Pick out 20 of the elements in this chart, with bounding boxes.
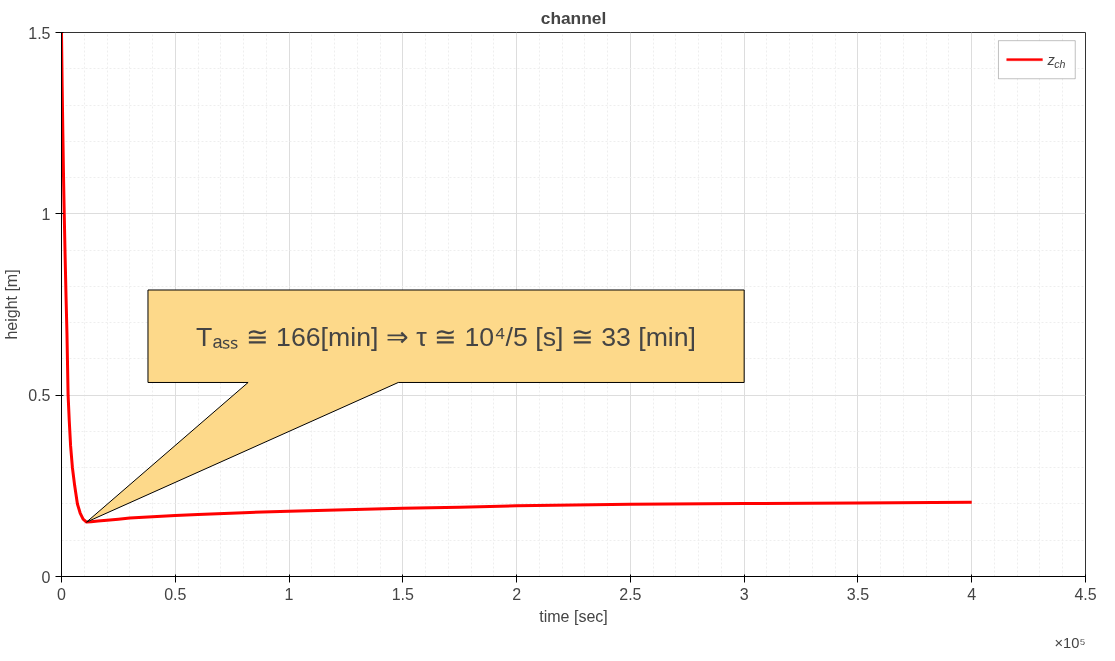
annotation: Tₐₛₛ ≅ 166[min] ⇒ τ ≅ 10⁴/5 [s] ≅ 33 [min]: [196, 322, 697, 353]
chart-title: channel: [540, 7, 607, 28]
y-tick-label: 1.5: [28, 24, 51, 42]
x-tick-label: 3: [739, 585, 749, 603]
x-tick-label: 2: [512, 585, 522, 603]
x-tick-label: 1: [284, 585, 294, 603]
x-axis-title: time [sec]: [539, 607, 608, 625]
x-tick-label: 1.5: [391, 585, 415, 603]
line-series: [61, 32, 974, 524]
y-tick-label: 1: [41, 205, 51, 223]
x-tick-label: 0.5: [164, 585, 187, 603]
y-tick-label: 0.5: [28, 387, 51, 405]
x-tick-label: 3.5: [846, 585, 870, 603]
x-tick-label: 4: [967, 585, 977, 603]
text: ×10⁵: [1054, 634, 1086, 651]
x-tick-label: 0: [57, 585, 67, 603]
y-tick-label: 0: [41, 568, 51, 586]
x-tick-label: 2.5: [619, 585, 642, 603]
x-tick-label: 4.5: [1074, 585, 1097, 603]
y-axis-title: height [m]: [3, 269, 21, 340]
